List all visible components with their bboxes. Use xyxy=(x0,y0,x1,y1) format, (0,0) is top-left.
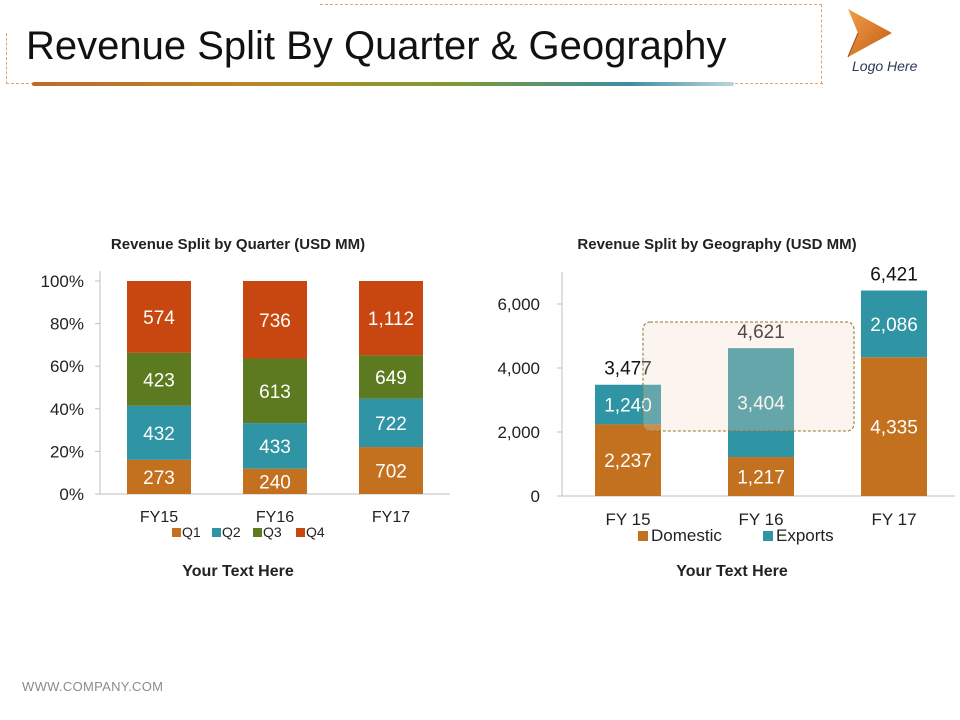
chart2-legend-swatch xyxy=(638,531,648,541)
chart1-caption: Your Text Here xyxy=(182,563,294,580)
chart1-data-label: 722 xyxy=(375,414,407,435)
chart2-legend-label: Domestic xyxy=(651,526,722,545)
chart1-legend-label: Q3 xyxy=(263,524,282,540)
chart1-y-tick-label: 40% xyxy=(50,400,84,419)
chart2-y-tick-label: 2,000 xyxy=(497,423,540,442)
chart2-legend-label: Exports xyxy=(776,526,834,545)
chart1-title: Revenue Split by Quarter (USD MM) xyxy=(111,236,365,253)
chart1-bar-segment xyxy=(243,358,307,424)
chart2-data-label: 1,217 xyxy=(737,468,785,489)
chart1-data-label: 613 xyxy=(259,382,291,403)
logo-icon xyxy=(847,9,892,58)
chart1-data-label: 423 xyxy=(143,370,175,391)
chart1-bar-segment xyxy=(243,468,307,494)
chart1-data-label: 433 xyxy=(259,437,291,458)
chart1-y-tick-label: 20% xyxy=(50,442,84,461)
chart1-data-label: 736 xyxy=(259,311,291,332)
chart2-title: Revenue Split by Geography (USD MM) xyxy=(577,236,856,253)
chart1-x-tick-label: FY17 xyxy=(372,509,410,526)
footer-url: WWW.COMPANY.COM xyxy=(22,679,164,694)
chart2-data-label: 2,237 xyxy=(604,451,652,472)
chart1-data-label: 240 xyxy=(259,472,291,493)
chart1-bar-segment xyxy=(243,423,307,469)
chart1-bar-segment xyxy=(127,405,191,460)
chart1-y-tick-label: 100% xyxy=(41,272,84,291)
chart1-legend-label: Q4 xyxy=(306,524,325,540)
chart1-legend-label: Q1 xyxy=(182,524,201,540)
title-frame-top xyxy=(320,4,822,6)
chart2-bar-segment xyxy=(595,384,661,425)
chart1-bar-segment xyxy=(127,281,191,353)
chart2-total-label: 3,477 xyxy=(604,359,652,380)
chart2-data-label: 4,335 xyxy=(870,418,918,439)
chart1-data-label: 649 xyxy=(375,368,407,389)
chart2-y-tick-label: 0 xyxy=(531,487,540,506)
page-title: Revenue Split By Quarter & Geography xyxy=(26,24,727,68)
chart1-bar-segment xyxy=(359,447,423,494)
chart1-data-label: 1,112 xyxy=(368,309,414,330)
chart1-bar-segment xyxy=(359,355,423,399)
chart2-caption: Your Text Here xyxy=(676,563,788,580)
chart1-legend-swatch xyxy=(172,528,181,537)
chart2-bar-segment xyxy=(728,348,794,458)
chart2-x-tick-label: FY 15 xyxy=(605,510,650,529)
chart2-total-label: 6,421 xyxy=(870,265,918,286)
chart1-y-tick-label: 0% xyxy=(59,485,84,504)
chart2-data-label: 1,240 xyxy=(604,396,652,417)
chart1-bar-segment xyxy=(127,352,191,406)
chart2-x-tick-label: FY 17 xyxy=(871,510,916,529)
chart1-bar-segment xyxy=(359,281,423,356)
title-underline xyxy=(32,82,734,86)
title-frame-right xyxy=(821,4,823,84)
chart1-y-tick-label: 80% xyxy=(50,315,84,334)
chart2-legend-swatch xyxy=(763,531,773,541)
chart1-data-label: 702 xyxy=(375,462,407,483)
logo-text: Logo Here xyxy=(852,58,918,74)
chart2-y-tick-label: 6,000 xyxy=(497,295,540,314)
chart2-highlight-box xyxy=(642,321,855,432)
chart2-data-label: 3,404 xyxy=(737,394,785,415)
chart2-x-tick-label: FY 16 xyxy=(738,510,783,529)
chart1-bar-segment xyxy=(243,281,307,359)
chart2-y-tick-label: 4,000 xyxy=(497,359,540,378)
chart2-bar-segment xyxy=(861,290,927,358)
chart1-y-tick-label: 60% xyxy=(50,357,84,376)
chart1-x-tick-label: FY16 xyxy=(256,509,294,526)
chart1-data-label: 574 xyxy=(143,308,175,329)
chart1-legend-swatch xyxy=(296,528,305,537)
chart1-bar-segment xyxy=(127,459,191,494)
chart1-legend-swatch xyxy=(253,528,262,537)
chart1-data-label: 432 xyxy=(143,424,175,445)
chart2-total-label: 4,621 xyxy=(737,322,785,343)
chart1-data-label: 273 xyxy=(143,468,175,489)
chart1-legend-swatch xyxy=(212,528,221,537)
chart2-bar-segment xyxy=(861,357,927,496)
chart2-bar-segment xyxy=(595,424,661,496)
chart1-x-tick-label: FY15 xyxy=(140,509,178,526)
chart2-bar-segment xyxy=(728,457,794,496)
chart1-legend-label: Q2 xyxy=(222,524,241,540)
chart1-bar-segment xyxy=(359,398,423,448)
chart2-data-label: 2,086 xyxy=(870,315,918,336)
